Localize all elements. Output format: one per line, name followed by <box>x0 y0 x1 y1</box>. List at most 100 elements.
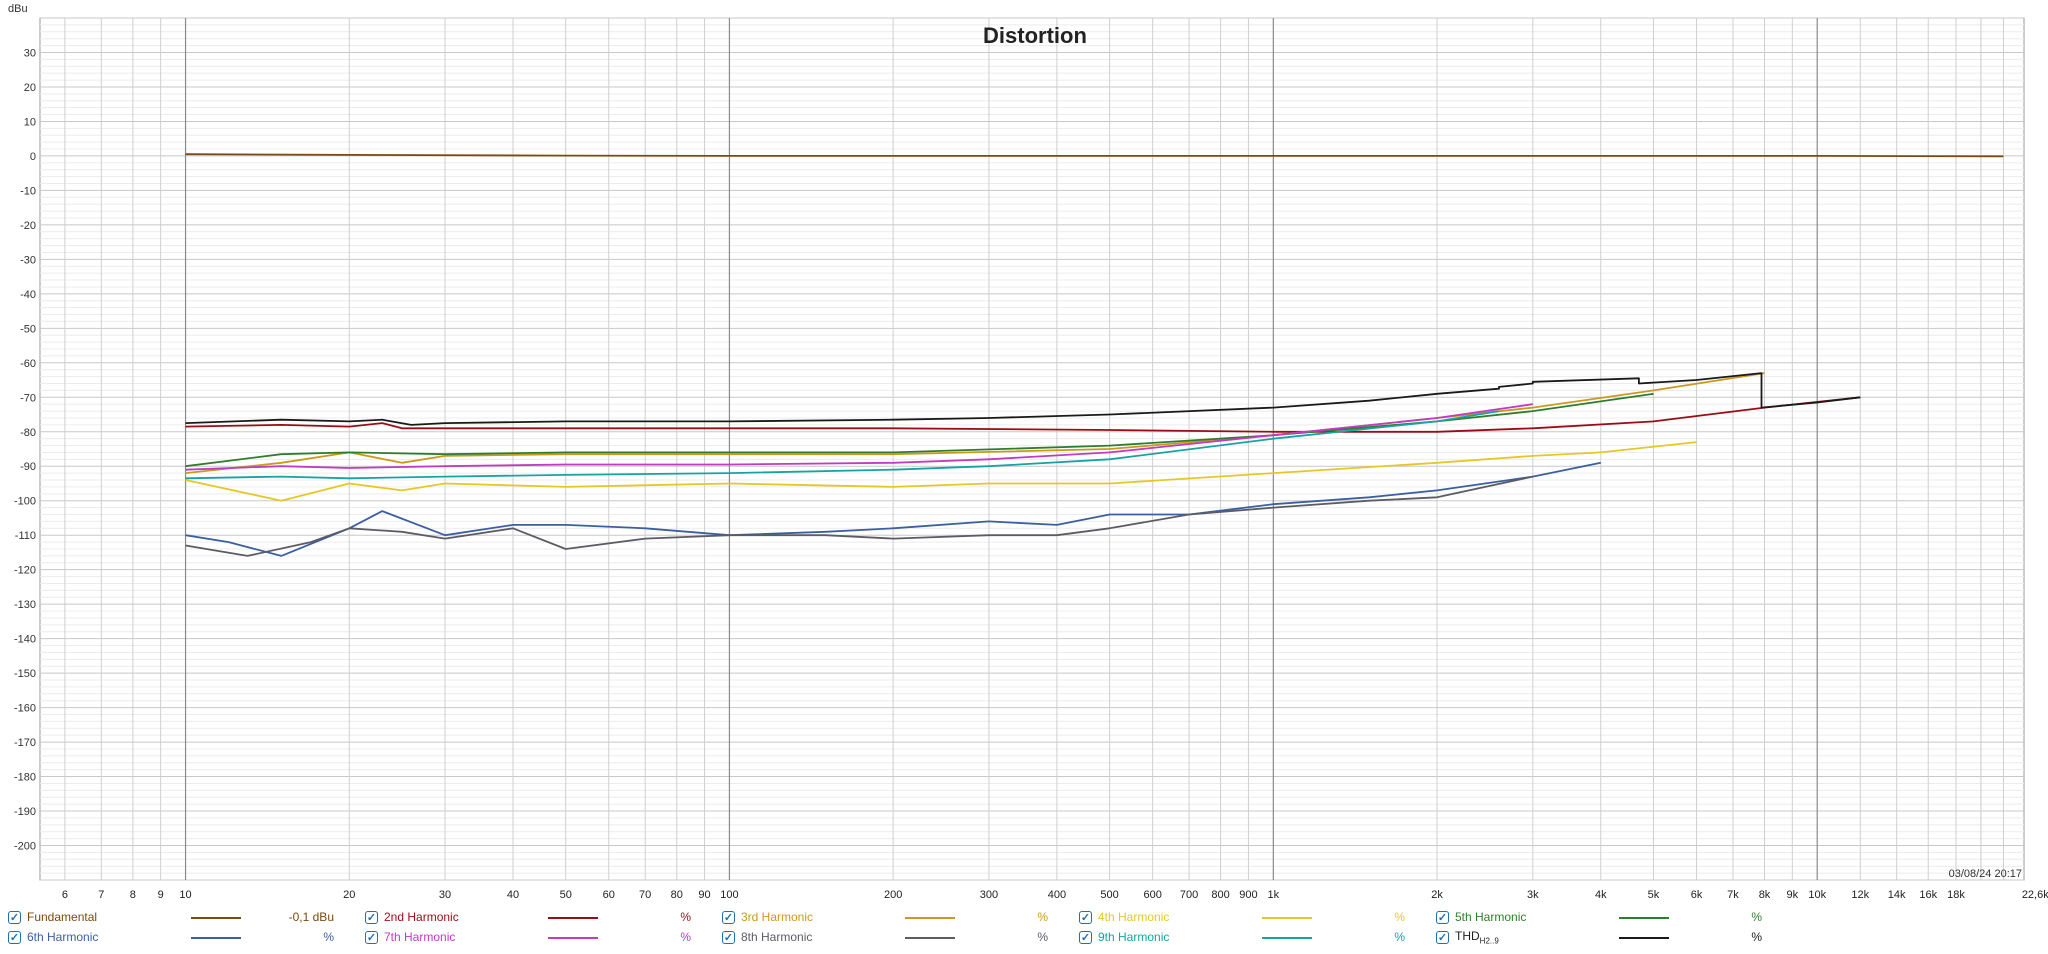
y-tick-label: -60 <box>20 358 36 370</box>
legend-item-6th-harmonic[interactable]: ✓ 6th Harmonic <box>8 928 98 946</box>
x-tick-label: 90 <box>698 889 710 901</box>
y-tick-label: -50 <box>20 323 36 335</box>
y-tick-label: -20 <box>20 220 36 232</box>
x-tick-label: 10 <box>179 889 191 901</box>
y-tick-label: -10 <box>20 185 36 197</box>
legend-swatch <box>1262 917 1312 919</box>
y-axis-ticks: 30 20 10 0 -10 -20 -30 -40 -50 -60 -70 -80 -90 -100 -1… <box>14 47 36 852</box>
legend-item-9th-harmonic[interactable]: ✓ 9th Harmonic <box>1079 928 1169 946</box>
x-tick-label: 10k <box>1808 889 1826 901</box>
legend-value: % <box>680 910 691 924</box>
x-tick-label: 7k <box>1727 889 1739 901</box>
legend-value: -0,1 dBu <box>288 910 334 924</box>
legend-item-7th-harmonic[interactable]: ✓ 7th Harmonic <box>365 928 455 946</box>
legend-checkbox[interactable]: ✓ <box>1436 930 1449 944</box>
legend-checkbox[interactable]: ✓ <box>722 910 735 924</box>
legend-checkbox[interactable]: ✓ <box>8 910 21 924</box>
x-tick-label: 22,6kHz <box>2022 889 2048 901</box>
legend-label: 6th Harmonic <box>27 930 99 944</box>
series-line-4th-harmonic <box>185 441 1697 502</box>
y-tick-label: -70 <box>20 392 36 404</box>
x-tick-label: 6 <box>62 889 68 901</box>
series-line-thd <box>185 372 1861 426</box>
series-lines <box>185 153 2004 557</box>
legend-label-subscript: H2..9 <box>1479 936 1499 946</box>
y-tick-label: 0 <box>30 151 36 163</box>
y-tick-label: 10 <box>24 116 36 128</box>
legend-value: % <box>1037 910 1048 924</box>
legend-label: 9th Harmonic <box>1098 930 1170 944</box>
x-tick-label: 80 <box>671 889 683 901</box>
legend-label: 4th Harmonic <box>1098 910 1170 924</box>
legend-item-2nd-harmonic[interactable]: ✓ 2nd Harmonic <box>365 908 459 926</box>
y-tick-label: -120 <box>14 565 36 577</box>
y-tick-label: -180 <box>14 772 36 784</box>
legend-value: % <box>680 930 691 944</box>
x-tick-label: 8 <box>130 889 136 901</box>
legend-checkbox[interactable]: ✓ <box>1079 910 1092 924</box>
x-tick-label: 3k <box>1527 889 1539 901</box>
x-tick-label: 200 <box>884 889 902 901</box>
legend-checkbox[interactable]: ✓ <box>722 930 735 944</box>
x-tick-label: 9 <box>158 889 164 901</box>
legend-item-fundamental[interactable]: ✓ Fundamental <box>8 908 97 926</box>
legend-item-8th-harmonic[interactable]: ✓ 8th Harmonic <box>722 928 812 946</box>
x-tick-label: 70 <box>639 889 651 901</box>
x-tick-label: 20 <box>343 889 355 901</box>
grid <box>40 17 2024 881</box>
series-line-6th-harmonic <box>185 461 1601 557</box>
legend-swatch <box>1262 937 1312 939</box>
x-tick-label: 600 <box>1143 889 1161 901</box>
x-tick-label: 50 <box>560 889 572 901</box>
x-tick-label: 14k <box>1888 889 1906 901</box>
y-tick-label: -150 <box>14 668 36 680</box>
x-tick-label: 2k <box>1431 889 1443 901</box>
legend-item-5th-harmonic[interactable]: ✓ 5th Harmonic <box>1436 908 1526 926</box>
series-line-9th-harmonic <box>185 410 1500 480</box>
legend-swatch <box>905 917 955 919</box>
legend-item-3rd-harmonic[interactable]: ✓ 3rd Harmonic <box>722 908 813 926</box>
x-tick-label: 16k <box>1919 889 1937 901</box>
series-line-2nd-harmonic <box>185 396 1861 433</box>
x-tick-label: 18k <box>1947 889 1965 901</box>
y-tick-label: -110 <box>15 530 36 542</box>
legend-swatch <box>548 917 598 919</box>
legend-item-thd[interactable]: ✓ THDH2..9 <box>1436 928 1499 946</box>
legend-swatch <box>191 917 241 919</box>
legend-item-4th-harmonic[interactable]: ✓ 4th Harmonic <box>1079 908 1169 926</box>
legend-label: 7th Harmonic <box>384 930 456 944</box>
legend-value: % <box>1751 930 1762 944</box>
legend-checkbox[interactable]: ✓ <box>365 910 378 924</box>
x-tick-label: 7 <box>98 889 104 901</box>
y-tick-label: 20 <box>24 82 36 94</box>
x-tick-label: 100 <box>720 889 738 901</box>
timestamp: 03/08/24 20:17 <box>1949 868 2022 880</box>
x-axis-ticks: 6 7 8 9 10 20 30 40 50 60 70 80 90 100 200 300 400 500 600… <box>62 889 2048 901</box>
legend-label: THDH2..9 <box>1455 928 1499 946</box>
legend-label: 8th Harmonic <box>741 930 813 944</box>
x-tick-label: 12k <box>1851 889 1869 901</box>
distortion-chart: 3020100-10-20-30-40-50-60-70-80-90-100-1… <box>8 3 2048 901</box>
series-line-fundamental <box>185 153 2004 158</box>
x-tick-label: 60 <box>603 889 615 901</box>
legend-checkbox[interactable]: ✓ <box>365 930 378 944</box>
y-tick-label: -140 <box>14 634 36 646</box>
legend-checkbox[interactable]: ✓ <box>1436 910 1449 924</box>
y-tick-label: -40 <box>20 289 36 301</box>
legend-checkbox[interactable]: ✓ <box>1079 930 1092 944</box>
y-tick-label: -200 <box>14 841 36 853</box>
legend-checkbox[interactable]: ✓ <box>8 930 21 944</box>
legend-swatch <box>1619 937 1669 939</box>
legend-swatch <box>548 937 598 939</box>
y-tick-label: -30 <box>20 254 36 266</box>
x-tick-label: 700 <box>1180 889 1198 901</box>
series-line-5th-harmonic <box>185 392 1654 468</box>
legend-swatch <box>191 937 241 939</box>
x-tick-label: 6k <box>1691 889 1703 901</box>
x-tick-label: 8k <box>1759 889 1771 901</box>
series-line-7th-harmonic <box>185 403 1533 471</box>
legend-value: % <box>1751 910 1762 924</box>
y-tick-label: 30 <box>24 47 36 59</box>
x-tick-label: 400 <box>1048 889 1066 901</box>
x-tick-label: 9k <box>1787 889 1799 901</box>
